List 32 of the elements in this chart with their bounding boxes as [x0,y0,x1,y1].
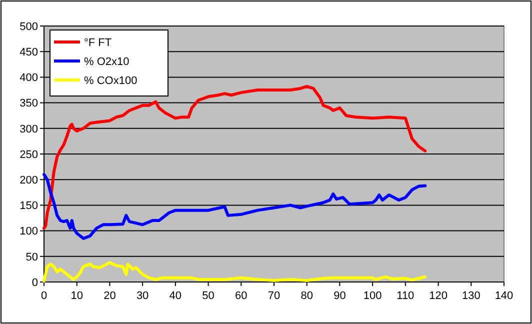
y-tick-label: 400 [20,72,38,84]
y-tick-label: 150 [20,200,38,212]
legend-label: % COx100 [84,74,138,87]
line-series [42,172,427,240]
x-tick-label: 60 [235,290,248,302]
legend-label: °F FT [84,36,112,49]
y-tick-label: 500 [20,20,38,33]
y-tick-label: 350 [20,98,38,110]
x-tick-label: 50 [202,290,214,302]
line-series [42,84,427,230]
y-tick-label: 0 [32,276,38,289]
x-tick-label: 120 [429,290,448,302]
x-tick-label: 80 [300,290,313,302]
x-tick-label: 30 [136,290,149,302]
x-tick-label: 40 [169,290,182,302]
x-tick-label: 90 [334,290,346,302]
legend-label: % O2x10 [84,56,130,68]
x-tick-label: 10 [70,290,83,302]
y-tick-label: 450 [20,46,38,58]
y-tick-label: 300 [20,123,38,136]
x-tick-label: 0 [40,290,48,302]
x-tick-label: 100 [363,290,382,302]
y-tick-label: 200 [20,174,38,186]
x-tick-label: 140 [494,290,514,302]
x-tick-label: 70 [268,290,280,302]
y-tick-label: 100 [20,226,38,238]
x-tick-label: 110 [396,290,414,302]
x-tick-label: 20 [104,290,116,302]
y-tick-label: 50 [26,251,38,264]
y-tick-label: 250 [20,148,38,161]
line-series [42,261,427,282]
x-tick-label: 130 [462,290,480,302]
